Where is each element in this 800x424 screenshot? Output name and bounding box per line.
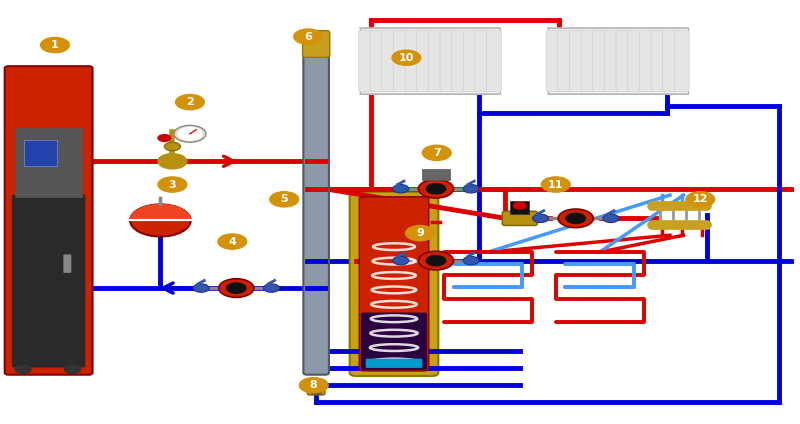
Circle shape <box>226 283 246 293</box>
FancyBboxPatch shape <box>5 66 93 375</box>
Circle shape <box>422 145 451 160</box>
Text: 1: 1 <box>51 40 59 50</box>
FancyBboxPatch shape <box>303 45 329 375</box>
FancyBboxPatch shape <box>358 30 374 92</box>
Circle shape <box>174 126 206 142</box>
Circle shape <box>15 365 31 374</box>
FancyBboxPatch shape <box>370 30 385 92</box>
Circle shape <box>270 192 298 207</box>
FancyBboxPatch shape <box>382 30 397 92</box>
Text: 3: 3 <box>169 179 176 190</box>
Circle shape <box>294 29 322 44</box>
Circle shape <box>542 177 570 192</box>
Text: 7: 7 <box>433 148 441 158</box>
FancyBboxPatch shape <box>502 211 538 226</box>
FancyBboxPatch shape <box>64 255 71 273</box>
Circle shape <box>41 37 70 53</box>
Text: 4: 4 <box>228 237 236 247</box>
Circle shape <box>463 184 479 193</box>
FancyBboxPatch shape <box>417 30 431 92</box>
FancyBboxPatch shape <box>581 30 596 92</box>
Circle shape <box>393 184 409 193</box>
FancyBboxPatch shape <box>428 30 443 92</box>
Text: 10: 10 <box>398 53 414 63</box>
FancyBboxPatch shape <box>662 30 678 92</box>
Circle shape <box>566 213 586 223</box>
FancyBboxPatch shape <box>604 30 619 92</box>
FancyBboxPatch shape <box>510 201 530 214</box>
Circle shape <box>533 214 549 223</box>
FancyBboxPatch shape <box>12 195 86 368</box>
Circle shape <box>158 153 186 169</box>
FancyBboxPatch shape <box>570 30 584 92</box>
FancyBboxPatch shape <box>394 30 408 92</box>
FancyBboxPatch shape <box>639 30 654 92</box>
Circle shape <box>558 209 594 228</box>
Text: 6: 6 <box>304 32 312 42</box>
Circle shape <box>158 177 186 192</box>
FancyBboxPatch shape <box>307 380 325 395</box>
FancyBboxPatch shape <box>360 28 500 94</box>
Text: 2: 2 <box>186 97 194 107</box>
FancyBboxPatch shape <box>24 140 58 166</box>
Circle shape <box>263 284 279 292</box>
Text: 5: 5 <box>280 194 288 204</box>
FancyBboxPatch shape <box>15 128 82 197</box>
Circle shape <box>218 279 254 297</box>
Circle shape <box>463 257 479 265</box>
Circle shape <box>393 257 409 265</box>
FancyBboxPatch shape <box>674 30 689 92</box>
Circle shape <box>193 284 209 292</box>
FancyBboxPatch shape <box>558 30 573 92</box>
FancyBboxPatch shape <box>359 197 429 371</box>
Circle shape <box>65 365 81 374</box>
Circle shape <box>299 378 328 393</box>
FancyBboxPatch shape <box>452 30 466 92</box>
Text: 12: 12 <box>693 194 708 204</box>
Circle shape <box>426 184 446 194</box>
FancyBboxPatch shape <box>361 312 427 370</box>
FancyBboxPatch shape <box>405 30 420 92</box>
FancyBboxPatch shape <box>422 169 450 180</box>
Circle shape <box>392 50 421 65</box>
FancyBboxPatch shape <box>463 30 478 92</box>
Wedge shape <box>130 204 190 220</box>
Text: 8: 8 <box>310 380 318 390</box>
FancyBboxPatch shape <box>546 30 561 92</box>
Circle shape <box>426 256 446 266</box>
FancyBboxPatch shape <box>628 30 642 92</box>
Circle shape <box>418 251 454 270</box>
FancyBboxPatch shape <box>616 30 631 92</box>
FancyBboxPatch shape <box>366 359 422 368</box>
Circle shape <box>418 179 454 198</box>
FancyBboxPatch shape <box>593 30 607 92</box>
Circle shape <box>603 214 619 223</box>
Circle shape <box>406 226 434 241</box>
FancyBboxPatch shape <box>440 30 455 92</box>
FancyBboxPatch shape <box>302 31 330 57</box>
Circle shape <box>165 142 180 151</box>
Circle shape <box>158 135 170 142</box>
Circle shape <box>218 234 246 249</box>
Circle shape <box>130 204 190 237</box>
Circle shape <box>178 128 202 140</box>
FancyBboxPatch shape <box>651 30 666 92</box>
Circle shape <box>686 192 714 207</box>
Circle shape <box>175 95 204 110</box>
FancyBboxPatch shape <box>475 30 490 92</box>
FancyBboxPatch shape <box>548 28 687 94</box>
Text: 11: 11 <box>548 179 563 190</box>
Circle shape <box>514 202 526 209</box>
FancyBboxPatch shape <box>486 30 502 92</box>
Text: 9: 9 <box>416 228 424 238</box>
Circle shape <box>310 389 322 395</box>
FancyBboxPatch shape <box>350 192 438 376</box>
